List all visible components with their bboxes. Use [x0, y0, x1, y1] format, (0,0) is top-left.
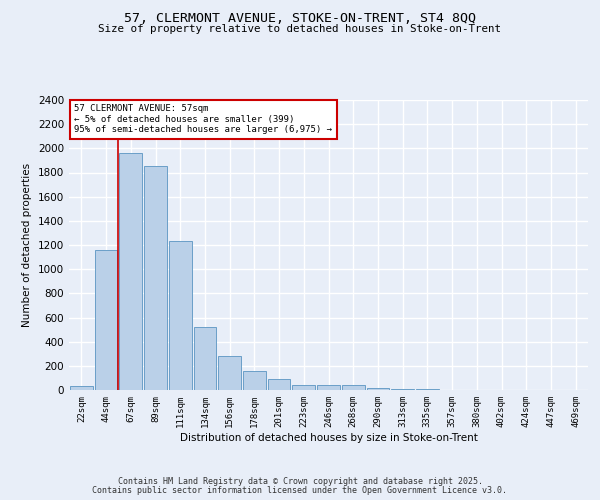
- Bar: [391, 389, 414, 390]
- Bar: [194, 327, 216, 390]
- Text: Contains HM Land Registry data © Crown copyright and database right 2025.: Contains HM Land Registry data © Crown c…: [118, 477, 482, 486]
- Bar: [243, 372, 266, 390]
- Bar: [70, 386, 93, 390]
- Bar: [342, 385, 365, 390]
- Bar: [317, 385, 340, 390]
- Bar: [268, 379, 290, 390]
- Bar: [95, 250, 118, 390]
- Bar: [218, 356, 241, 390]
- Text: 57, CLERMONT AVENUE, STOKE-ON-TRENT, ST4 8QQ: 57, CLERMONT AVENUE, STOKE-ON-TRENT, ST4…: [124, 12, 476, 26]
- Bar: [119, 153, 142, 390]
- Text: Size of property relative to detached houses in Stoke-on-Trent: Size of property relative to detached ho…: [98, 24, 502, 34]
- Bar: [292, 384, 315, 390]
- Text: 57 CLERMONT AVENUE: 57sqm
← 5% of detached houses are smaller (399)
95% of semi-: 57 CLERMONT AVENUE: 57sqm ← 5% of detach…: [74, 104, 332, 134]
- Y-axis label: Number of detached properties: Number of detached properties: [22, 163, 32, 327]
- Bar: [169, 242, 191, 390]
- Bar: [144, 166, 167, 390]
- X-axis label: Distribution of detached houses by size in Stoke-on-Trent: Distribution of detached houses by size …: [179, 432, 478, 442]
- Text: Contains public sector information licensed under the Open Government Licence v3: Contains public sector information licen…: [92, 486, 508, 495]
- Bar: [367, 388, 389, 390]
